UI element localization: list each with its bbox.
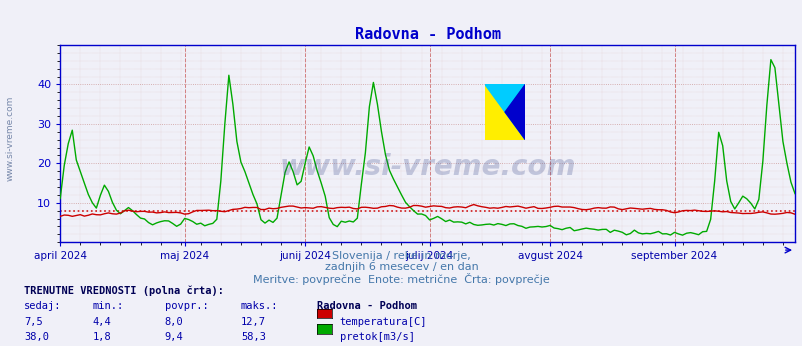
Text: www.si-vreme.com: www.si-vreme.com: [279, 153, 575, 181]
Text: Meritve: povprečne  Enote: metrične  Črta: povprečje: Meritve: povprečne Enote: metrične Črta:…: [253, 273, 549, 285]
Text: 12,7: 12,7: [241, 317, 265, 327]
Text: min.:: min.:: [92, 301, 124, 311]
Text: Radovna - Podhom: Radovna - Podhom: [317, 301, 417, 311]
Title: Radovna - Podhom: Radovna - Podhom: [354, 27, 500, 43]
Text: maks.:: maks.:: [241, 301, 278, 311]
Text: povpr.:: povpr.:: [164, 301, 208, 311]
Text: pretok[m3/s]: pretok[m3/s]: [339, 332, 414, 342]
Text: 58,3: 58,3: [241, 332, 265, 342]
Text: temperatura[C]: temperatura[C]: [339, 317, 427, 327]
Text: www.si-vreme.com: www.si-vreme.com: [5, 96, 14, 181]
Text: 38,0: 38,0: [24, 332, 49, 342]
Text: zadnjih 6 mesecev / en dan: zadnjih 6 mesecev / en dan: [324, 262, 478, 272]
Text: sedaj:: sedaj:: [24, 301, 62, 311]
Text: 4,4: 4,4: [92, 317, 111, 327]
Text: 9,4: 9,4: [164, 332, 183, 342]
Text: TRENUTNE VREDNOSTI (polna črta):: TRENUTNE VREDNOSTI (polna črta):: [24, 285, 224, 296]
Text: 1,8: 1,8: [92, 332, 111, 342]
Text: Slovenija / reke in morje,: Slovenija / reke in morje,: [332, 251, 470, 261]
Text: 8,0: 8,0: [164, 317, 183, 327]
Text: 7,5: 7,5: [24, 317, 43, 327]
